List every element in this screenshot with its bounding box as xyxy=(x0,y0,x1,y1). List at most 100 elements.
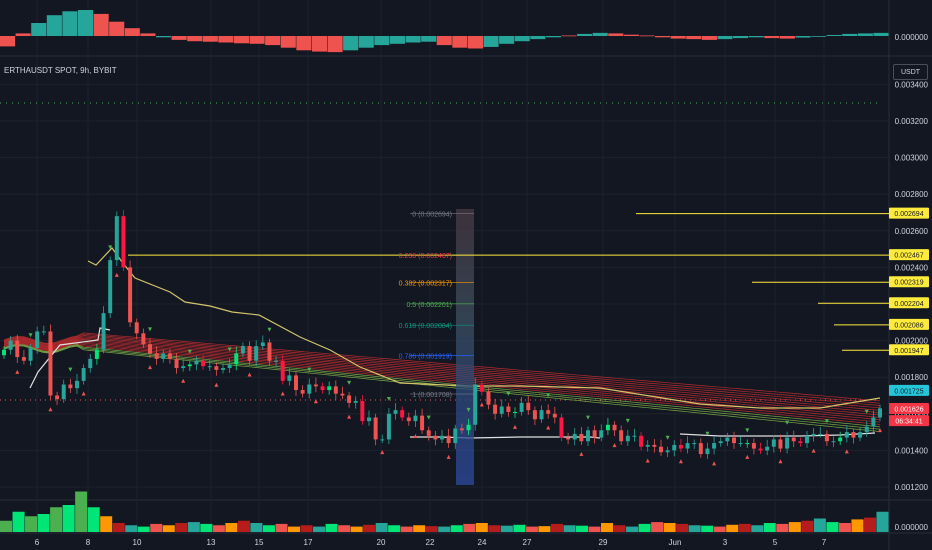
candle-body xyxy=(234,353,239,365)
sell-signal-marker xyxy=(612,443,617,448)
volume-bar xyxy=(62,505,75,532)
volume-axis-label: 0.000000 xyxy=(895,523,929,532)
sell-signal-marker xyxy=(513,424,517,429)
price-level-badge xyxy=(889,384,929,396)
candle-body xyxy=(612,424,617,431)
sell-signal-marker xyxy=(413,433,418,438)
volume-bar xyxy=(513,524,526,532)
candle-body xyxy=(280,360,285,381)
candle-body xyxy=(141,333,146,345)
oscillator-bar xyxy=(296,36,312,51)
price-level-badge-text: 0.001947 xyxy=(894,348,923,355)
candle-body xyxy=(579,433,584,442)
candle-body xyxy=(566,437,571,440)
price-level-badge-text: 0.002204 xyxy=(894,301,923,308)
sell-signal-marker xyxy=(181,378,186,383)
candle-body xyxy=(592,430,597,438)
sell-signal-marker xyxy=(479,402,484,407)
volume-bar xyxy=(0,520,13,532)
candle-body xyxy=(486,391,491,405)
time-axis-label: 27 xyxy=(523,538,532,547)
oscillator-bar xyxy=(109,21,125,36)
volume-bar xyxy=(50,507,63,532)
oscillator-bar xyxy=(561,35,577,37)
candle-body xyxy=(15,340,20,358)
time-axis-label: 10 xyxy=(133,538,142,547)
trailing-stop-line xyxy=(87,247,881,409)
candle-body xyxy=(327,386,332,391)
candle-body xyxy=(121,216,126,268)
candle-body xyxy=(559,417,564,438)
currency-selector-button[interactable]: USDT xyxy=(893,64,928,80)
buy-signal-marker xyxy=(187,349,192,354)
candle-body xyxy=(732,437,736,444)
sell-signal-marker xyxy=(81,391,86,396)
candle-body xyxy=(645,444,650,447)
oscillator-axis-label: 0.000000 xyxy=(895,33,929,42)
oscillator-bar xyxy=(545,36,561,38)
candle-body xyxy=(174,358,179,369)
sell-signal-marker xyxy=(114,272,119,277)
candle-body xyxy=(207,366,212,368)
volume-bar xyxy=(588,526,601,532)
candle-body xyxy=(532,410,537,420)
sell-signal-marker xyxy=(844,449,849,454)
candle-body xyxy=(400,410,405,418)
oscillator-bar xyxy=(171,36,187,40)
candle-body xyxy=(652,444,657,447)
candle-body xyxy=(440,435,444,440)
volume-bar xyxy=(25,516,38,532)
volume-bar xyxy=(851,519,864,532)
volume-bar xyxy=(125,525,138,532)
price-level-badge-text: 0.002467 xyxy=(894,253,923,260)
volume-bar xyxy=(688,525,701,532)
price-level-badge xyxy=(889,318,929,330)
oscillator-bar xyxy=(358,36,374,48)
sell-signal-marker xyxy=(712,461,717,466)
buy-signal-marker xyxy=(506,391,511,396)
oscillator-bar xyxy=(717,36,733,40)
symbol-label: ERTHAUSDT SPOT, 9h, BYBIT xyxy=(4,66,117,75)
volume-bar xyxy=(363,524,376,532)
price-level-badge xyxy=(889,415,929,427)
candle-body xyxy=(201,360,206,367)
candle-body xyxy=(287,375,292,381)
sell-signal-marker xyxy=(347,414,352,419)
candle-body xyxy=(878,408,882,418)
time-axis-label: 8 xyxy=(86,538,91,547)
candle-body xyxy=(619,430,624,442)
buy-signal-marker xyxy=(307,367,312,372)
fib-level-label: 0.618 (0.002084) xyxy=(399,323,452,330)
oscillator-bar xyxy=(77,10,94,36)
price-level-badge-text: 0.001626 xyxy=(894,407,923,414)
oscillator-bar xyxy=(873,32,889,36)
oscillator-bar xyxy=(202,36,218,42)
sell-signal-marker xyxy=(15,369,20,374)
fib-retracement-band xyxy=(456,209,474,485)
volume-bar xyxy=(375,523,388,532)
volume-bar xyxy=(425,526,438,532)
volume-bar xyxy=(262,525,275,532)
buy-signal-marker xyxy=(586,415,590,420)
time-axis-label: 24 xyxy=(478,538,487,547)
fib-level-label: 0.786 (0.001919) xyxy=(399,353,452,360)
candle-body xyxy=(28,347,33,361)
candle-body xyxy=(459,428,464,431)
price-level-badge-text: 0.002319 xyxy=(894,280,923,287)
candle-body xyxy=(254,346,259,361)
sell-signal-marker xyxy=(678,459,683,464)
buy-signal-marker xyxy=(267,327,272,332)
volume-bar xyxy=(563,525,576,532)
buy-signal-marker xyxy=(386,396,391,401)
candle-body xyxy=(466,424,471,431)
price-axis-label: 0.003400 xyxy=(895,80,929,89)
sell-signal-marker xyxy=(313,399,318,404)
candle-body xyxy=(426,430,431,436)
volume-bar xyxy=(550,523,563,532)
volume-bar xyxy=(601,523,614,532)
price-axis-label: 0.001800 xyxy=(895,373,929,382)
time-axis-label: 29 xyxy=(599,538,608,547)
sell-signal-marker xyxy=(811,448,816,453)
candle-body xyxy=(771,439,776,447)
